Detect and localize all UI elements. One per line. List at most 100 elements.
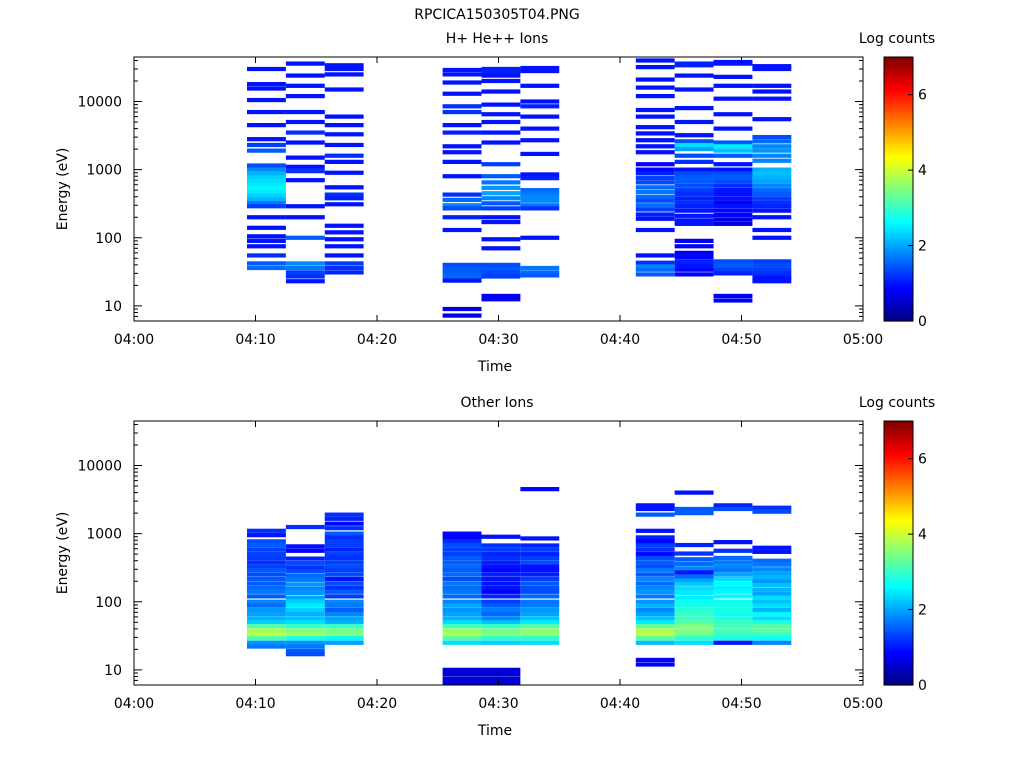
heatmap-cell xyxy=(285,94,325,99)
heatmap-cell xyxy=(713,581,753,586)
colorbar-step xyxy=(884,302,913,305)
heatmap-cell xyxy=(713,636,753,641)
heatmap-cell xyxy=(635,616,675,621)
heatmap-cell xyxy=(674,171,714,176)
colorbar-step xyxy=(884,620,913,624)
colorbar-step xyxy=(884,281,913,284)
heatmap-cell xyxy=(442,607,482,612)
colorbar-step xyxy=(884,175,913,179)
colorbar-step xyxy=(884,268,913,271)
heatmap-cell xyxy=(247,543,286,548)
heatmap-cell xyxy=(442,313,482,318)
heatmap-cell xyxy=(324,564,364,569)
colorbar-step xyxy=(884,617,913,620)
colorbar-step xyxy=(884,66,913,69)
heatmap-cell xyxy=(247,197,286,202)
heatmap-cell xyxy=(247,238,286,243)
colorbar-step xyxy=(884,115,913,118)
heatmap-cell xyxy=(520,235,560,240)
x-tick-label: 04:00 xyxy=(114,332,154,348)
x-tick-label: 04:10 xyxy=(235,332,275,348)
colorbar-step xyxy=(884,273,913,277)
heatmap-cell xyxy=(713,267,753,272)
colorbar-step xyxy=(884,669,913,673)
colorbar-step xyxy=(884,179,913,183)
colorbar-step xyxy=(884,443,913,447)
heatmap-cell xyxy=(442,150,482,155)
heatmap-cell xyxy=(442,636,482,641)
heatmap-cell xyxy=(520,607,560,612)
colorbar-step xyxy=(884,79,913,83)
colorbar-step xyxy=(884,264,913,267)
colorbar-step xyxy=(884,145,913,149)
heatmap-cell xyxy=(247,632,286,637)
heatmap-cell xyxy=(635,198,675,203)
heatmap-cell xyxy=(481,636,521,641)
heatmap-cell xyxy=(285,607,325,612)
y-axis-label: Energy (eV) xyxy=(55,512,71,595)
heatmap-cell xyxy=(752,191,792,197)
colorbar-step xyxy=(884,609,913,613)
colorbar-step xyxy=(884,249,913,252)
heatmap-cell xyxy=(324,261,364,266)
heatmap-cell xyxy=(635,623,675,629)
heatmap-cell xyxy=(635,528,675,533)
heatmap-cell xyxy=(324,531,364,536)
heatmap-cell xyxy=(752,208,792,213)
x-tick-label: 04:00 xyxy=(114,696,154,712)
figure-title: RPCICA150305T04.PNG xyxy=(414,7,579,23)
colorbar-step xyxy=(884,243,913,247)
colorbar-step xyxy=(884,488,913,492)
heatmap-cell xyxy=(635,171,675,176)
colorbar-step xyxy=(884,664,913,667)
heatmap-cell xyxy=(713,607,753,612)
heatmap-cell xyxy=(247,539,286,544)
heatmap-cell xyxy=(247,182,286,187)
colorbar-step xyxy=(884,317,913,320)
colorbar-tick-label: 6 xyxy=(918,452,927,468)
heatmap-cell xyxy=(635,58,675,63)
colorbar-step xyxy=(884,603,913,607)
heatmap-cells xyxy=(247,487,792,685)
colorbar-step xyxy=(884,607,913,611)
heatmap-cell xyxy=(674,640,714,645)
heatmap-cell xyxy=(442,278,482,283)
heatmap-cells xyxy=(247,58,792,318)
heatmap-cell xyxy=(285,261,325,266)
heatmap-cell xyxy=(285,140,325,145)
colorbar-step xyxy=(884,624,913,628)
colorbar-step xyxy=(884,92,913,96)
heatmap-cell xyxy=(247,640,286,645)
heatmap-cell xyxy=(285,644,325,649)
heatmap-cell xyxy=(324,581,364,586)
heatmap-cell xyxy=(520,555,560,561)
heatmap-cell xyxy=(635,662,675,667)
heatmap-cell xyxy=(442,676,482,681)
colorbar-step xyxy=(884,683,913,686)
colorbar-step xyxy=(884,592,913,596)
heatmap-cell xyxy=(674,204,714,209)
heatmap-cell xyxy=(247,572,286,577)
heatmap-cell xyxy=(285,603,325,608)
colorbar-step xyxy=(884,309,913,313)
colorbar-step xyxy=(884,189,913,192)
heatmap-cell xyxy=(247,603,286,608)
heatmap-cell xyxy=(481,543,521,548)
colorbar-step xyxy=(884,198,913,201)
colorbar-step xyxy=(884,666,913,669)
heatmap-cell xyxy=(247,585,286,590)
colorbar-step xyxy=(884,492,913,496)
colorbar-step xyxy=(884,153,913,156)
colorbar-tick-label: 2 xyxy=(918,239,927,255)
heatmap-cell xyxy=(635,543,675,548)
heatmap-cell xyxy=(752,215,792,220)
colorbar-step xyxy=(884,255,913,258)
heatmap-cell xyxy=(442,680,482,685)
colorbar-step xyxy=(884,181,913,184)
colorbar-step xyxy=(884,526,913,530)
heatmap-cell xyxy=(442,67,482,73)
colorbar-step xyxy=(884,77,913,81)
heatmap-cell xyxy=(635,272,675,277)
colorbar-step xyxy=(884,483,913,486)
heatmap-cell xyxy=(752,611,792,617)
